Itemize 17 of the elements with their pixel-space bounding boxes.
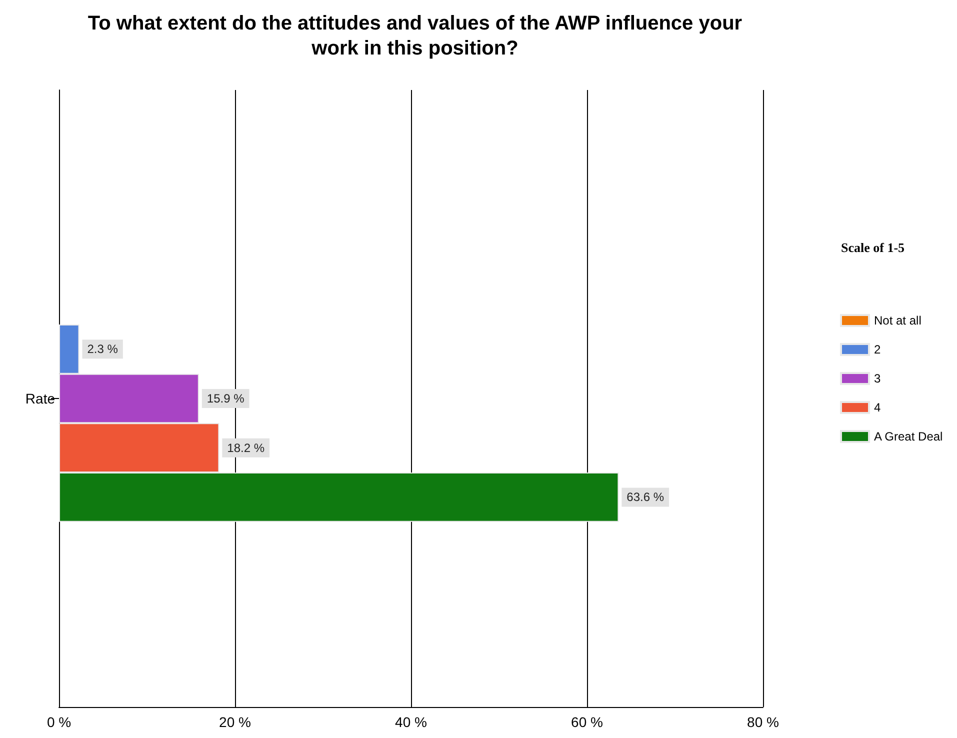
data-label: 15.9 % — [206, 392, 245, 406]
legend-label: A Great Deal — [874, 430, 943, 444]
legend-label: Not at all — [874, 314, 922, 328]
x-tick-label: 20 % — [219, 714, 251, 730]
x-tick-label: 60 % — [571, 714, 603, 730]
data-label: 2.3 % — [87, 342, 118, 356]
data-label: 63.6 % — [626, 490, 664, 504]
y-tick-label: Rate — [25, 390, 56, 406]
legend-label: 3 — [874, 372, 881, 386]
chart-title: To what extent do the attitudes and values of the AWP influence your work in this position? — [88, 12, 742, 60]
legend-title: Scale of 1-5 — [841, 240, 906, 255]
x-tick-label: 80 % — [747, 714, 779, 730]
x-tick-label: 40 % — [395, 714, 427, 730]
data-label: 18.2 % — [227, 440, 265, 455]
legend-label: 4 — [874, 400, 881, 414]
x-tick-label: 0 % — [46, 714, 72, 730]
legend-label: 2 — [874, 342, 881, 356]
